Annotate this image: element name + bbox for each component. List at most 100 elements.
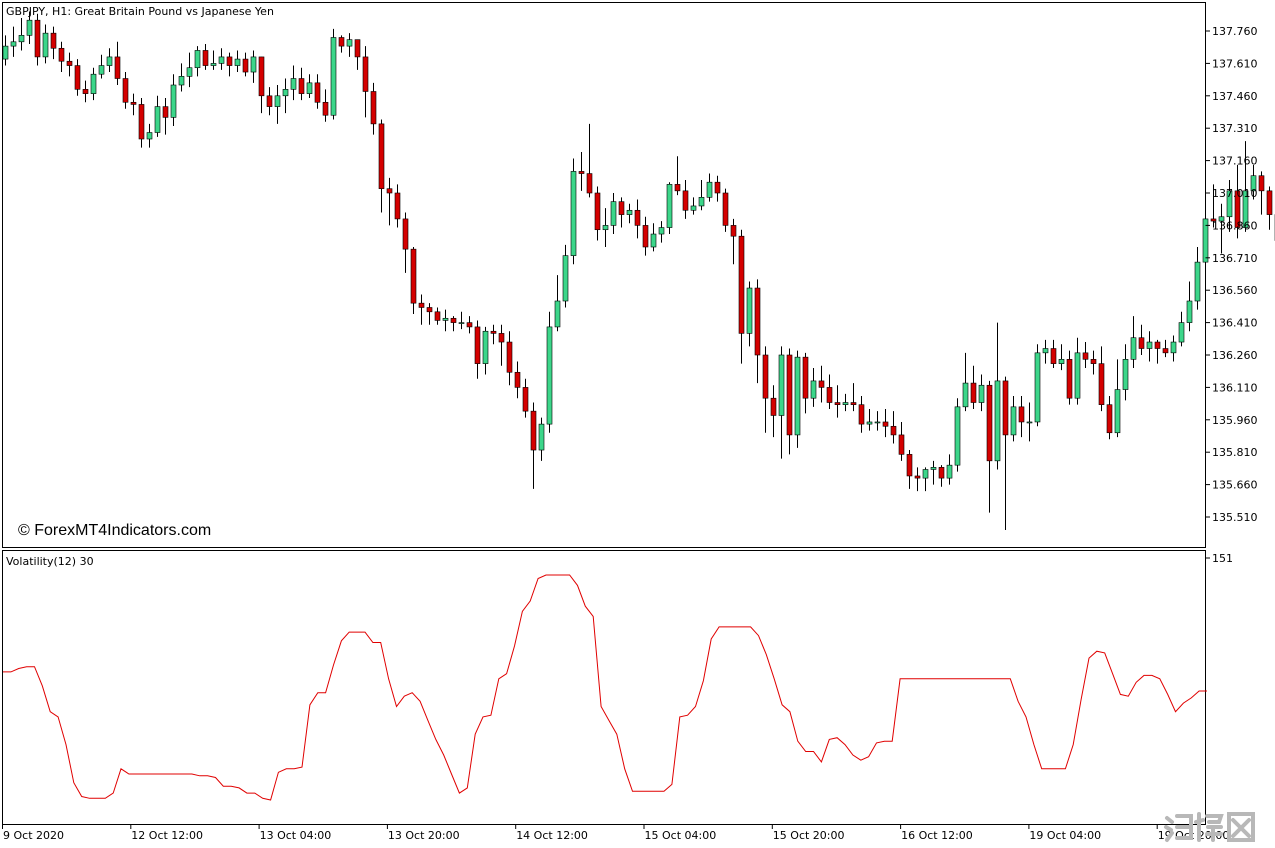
candle (714, 175, 721, 202)
candle-body-bear (74, 65, 81, 90)
candle-body-bull (442, 317, 449, 321)
candle-body-bull (290, 78, 297, 90)
candle (1186, 281, 1193, 332)
candle (946, 454, 953, 485)
candle (1258, 171, 1265, 215)
candle (1018, 396, 1025, 438)
time-tick-label: 14 Oct 12:00 (516, 829, 588, 842)
candle (898, 421, 905, 461)
candle (466, 316, 473, 334)
candle (1210, 184, 1217, 228)
candle (178, 63, 185, 92)
price-tick-label: 135.810 (1212, 446, 1258, 459)
candle-body-bull (1218, 216, 1225, 222)
indicator-panel[interactable] (2, 550, 1206, 825)
candle-body-bear (82, 89, 89, 94)
candle (1162, 339, 1169, 358)
candle-body-bear (338, 37, 345, 47)
candle-body-bull (562, 255, 569, 302)
candle-body-bear (642, 225, 649, 248)
price-tick-label: 136.410 (1212, 317, 1258, 330)
candle-body-bear (578, 171, 585, 174)
candle-body-bull (186, 67, 193, 77)
candle-body-bear (498, 333, 505, 343)
candle (298, 67, 305, 101)
candle (1202, 203, 1209, 267)
candle-body-bear (66, 60, 73, 66)
watermark: © ForexMT4Indicators.com (18, 522, 211, 539)
candle (762, 346, 769, 433)
candle-body-bear (1258, 175, 1265, 192)
candle-body-bear (298, 78, 305, 94)
candle (922, 467, 929, 492)
candle (1194, 247, 1201, 310)
candle (1026, 402, 1033, 442)
candle (970, 365, 977, 409)
candle-body-bear (594, 192, 601, 231)
candle-body-bear (506, 341, 513, 373)
candle (602, 208, 609, 247)
candle-body-bear (730, 225, 737, 237)
candle-body-bull (1242, 190, 1249, 228)
candle (458, 311, 465, 330)
candle (858, 396, 865, 433)
candle (346, 33, 353, 57)
candle (826, 374, 833, 409)
candle-body-bear (202, 50, 209, 66)
candle-body-bear (162, 106, 169, 118)
candle (1010, 396, 1017, 442)
candle (658, 221, 665, 243)
candle-body-bear (466, 322, 473, 328)
candle-body-bear (1210, 218, 1217, 222)
candle-body-bear (786, 354, 793, 436)
candle (1130, 316, 1137, 368)
time-axis: 9 Oct 2020 12 Oct 12:00 13 Oct 04:00 13 Oct… (2, 825, 1229, 842)
candle-body-bear (1266, 190, 1273, 215)
candle-body-bear (266, 95, 273, 107)
candle (122, 72, 129, 109)
candle (1122, 344, 1129, 401)
candle-body-bear (834, 402, 841, 405)
candle-body-bull (570, 171, 577, 256)
candle (130, 93, 137, 116)
candle-body-bull (330, 37, 337, 116)
candle (162, 97, 169, 135)
candle-body-bull (1026, 421, 1033, 424)
candle (778, 346, 785, 459)
candle (394, 184, 401, 228)
candle-body-bear (138, 104, 145, 140)
candle (282, 78, 289, 114)
candle-body-bear (826, 387, 833, 403)
time-tick-label: 15 Oct 04:00 (645, 829, 717, 842)
candle (338, 35, 345, 53)
candle (450, 316, 457, 332)
candle (818, 365, 825, 403)
candle (618, 197, 625, 228)
candle (1154, 339, 1161, 364)
candle-body-bear (674, 184, 681, 192)
candle-body-bull (706, 181, 713, 198)
candle (322, 89, 329, 122)
candle (874, 411, 881, 431)
candle (402, 212, 409, 273)
candle (434, 307, 441, 325)
candle-body-bull (170, 84, 177, 118)
candle (738, 229, 745, 364)
candle (146, 123, 153, 148)
price-tick-label: 136.860 (1212, 219, 1258, 232)
indicator-label: Volatility(12) 30 (6, 555, 94, 568)
candle-body-bull (962, 382, 969, 408)
candle (202, 43, 209, 70)
candle-body-bear (1106, 404, 1113, 434)
candle-body-bull (1250, 175, 1257, 192)
candle (1242, 141, 1249, 232)
candle-body-bull (810, 380, 817, 399)
candle-body-bear (818, 380, 825, 388)
candle-body-bear (50, 32, 57, 49)
candle-body-bear (1090, 359, 1097, 364)
candle-body-bull (482, 330, 489, 364)
candle (410, 247, 417, 314)
price-tick-label: 137.760 (1212, 25, 1258, 38)
candle (746, 281, 753, 347)
